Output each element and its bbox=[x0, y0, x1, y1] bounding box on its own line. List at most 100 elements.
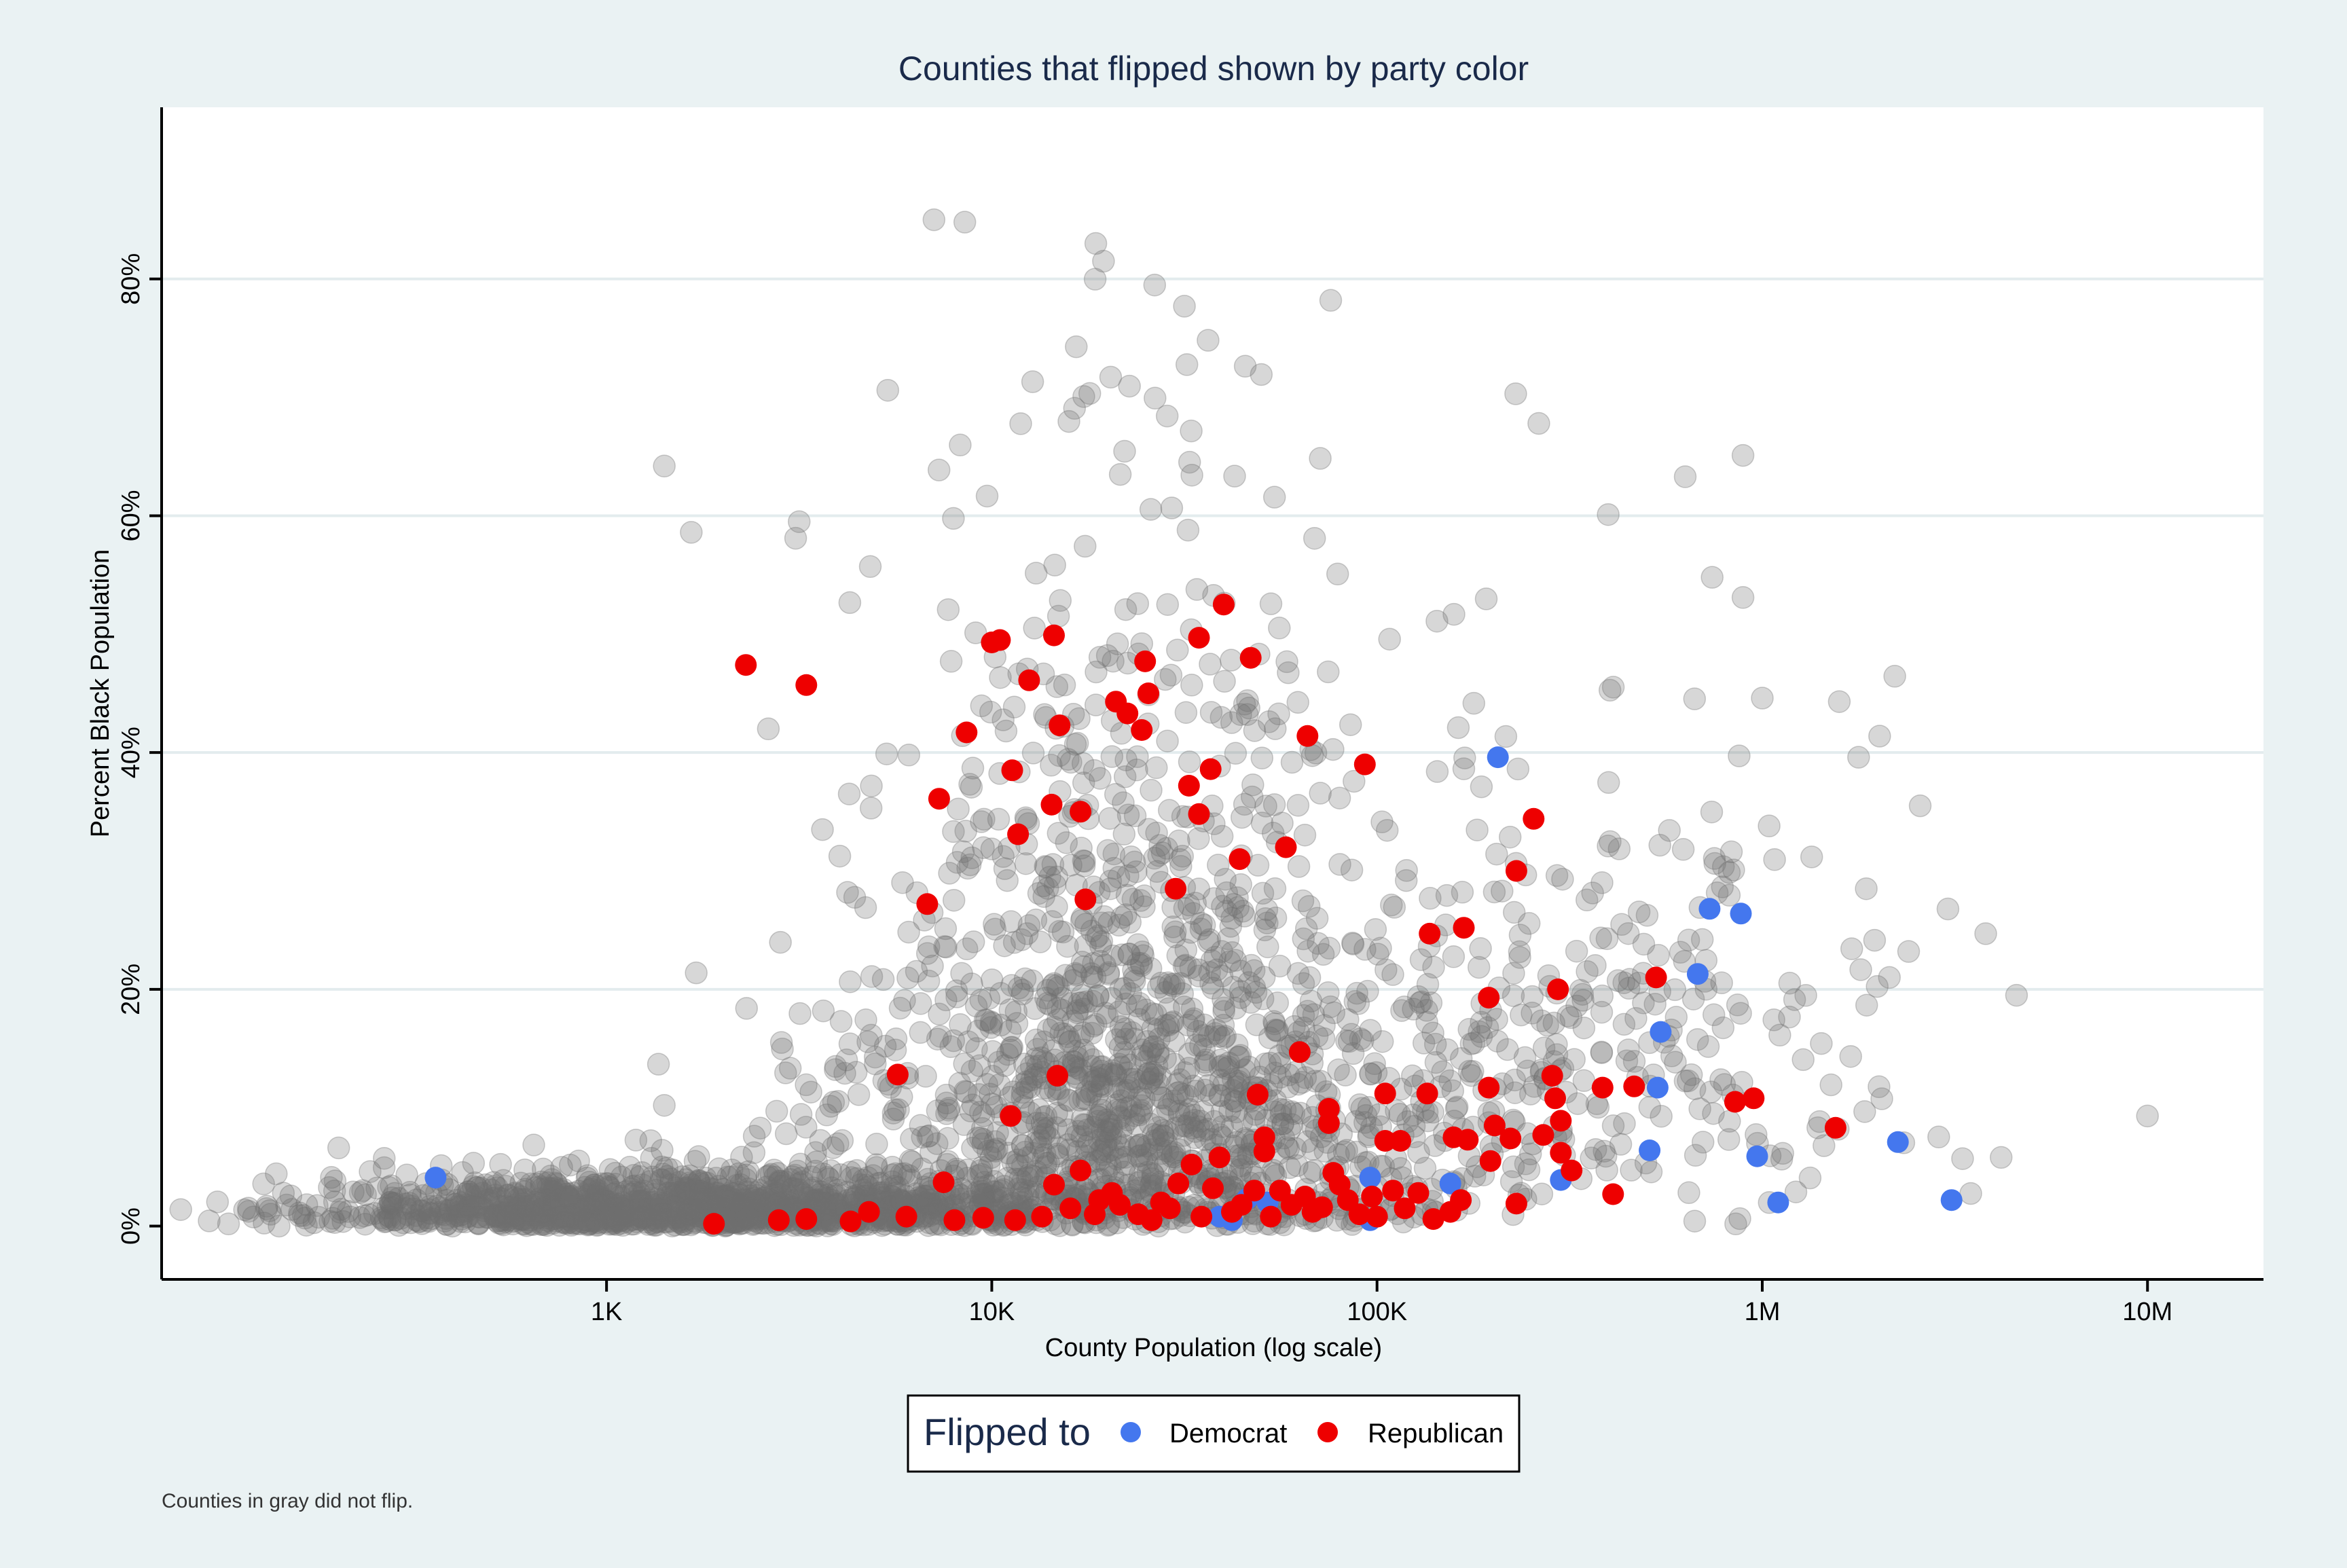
county-point-no-flip bbox=[590, 1172, 613, 1196]
county-point-no-flip bbox=[694, 1166, 717, 1190]
county-point-no-flip bbox=[1339, 713, 1362, 736]
county-point-republican bbox=[1389, 1130, 1412, 1152]
county-point-republican bbox=[1018, 669, 1040, 691]
county-point-no-flip bbox=[540, 1207, 564, 1231]
county-point-no-flip bbox=[688, 1179, 712, 1203]
county-point-no-flip bbox=[1180, 463, 1203, 487]
county-point-no-flip bbox=[738, 1202, 762, 1225]
county-point-no-flip bbox=[949, 1184, 973, 1207]
county-point-no-flip bbox=[1474, 587, 1498, 610]
county-point-no-flip bbox=[169, 1198, 192, 1221]
county-point-republican bbox=[1505, 1192, 1527, 1215]
county-point-republican bbox=[1004, 1209, 1026, 1231]
county-point-no-flip bbox=[536, 1209, 560, 1233]
county-point-no-flip bbox=[708, 1157, 731, 1180]
county-point-no-flip bbox=[982, 1180, 1006, 1203]
county-point-no-flip bbox=[469, 1176, 492, 1199]
county-point-no-flip bbox=[598, 1203, 622, 1226]
county-point-no-flip bbox=[727, 1200, 751, 1223]
county-point-no-flip bbox=[584, 1209, 607, 1233]
county-point-no-flip bbox=[511, 1188, 534, 1211]
county-point-no-flip bbox=[492, 1205, 515, 1228]
county-point-no-flip bbox=[1341, 1042, 1365, 1065]
county-point-no-flip bbox=[545, 1184, 568, 1207]
county-point-no-flip bbox=[738, 1190, 761, 1214]
county-point-no-flip bbox=[454, 1193, 478, 1217]
county-point-no-flip bbox=[378, 1205, 401, 1228]
county-point-no-flip bbox=[425, 1195, 448, 1218]
county-point-no-flip bbox=[1506, 757, 1530, 781]
county-point-no-flip bbox=[676, 1182, 699, 1205]
county-point-no-flip bbox=[873, 1212, 896, 1236]
county-point-no-flip bbox=[740, 1192, 763, 1216]
county-point-no-flip bbox=[744, 1190, 768, 1214]
county-point-no-flip bbox=[744, 1202, 767, 1225]
county-point-no-flip bbox=[543, 1193, 566, 1217]
county-point-no-flip bbox=[677, 1202, 700, 1226]
county-point-no-flip bbox=[556, 1185, 579, 1209]
county-point-no-flip bbox=[483, 1203, 507, 1226]
county-point-no-flip bbox=[577, 1212, 600, 1236]
county-point-no-flip bbox=[800, 1165, 824, 1188]
county-point-no-flip bbox=[1298, 966, 1322, 989]
county-point-no-flip bbox=[571, 1210, 594, 1234]
county-point-no-flip bbox=[253, 1211, 276, 1235]
county-point-no-flip bbox=[465, 1175, 488, 1199]
county-point-no-flip bbox=[734, 1195, 757, 1218]
county-point-no-flip bbox=[1711, 855, 1735, 879]
county-point-no-flip bbox=[643, 1193, 667, 1216]
county-point-no-flip bbox=[1827, 690, 1851, 713]
county-point-no-flip bbox=[1482, 880, 1506, 904]
county-point-no-flip bbox=[1345, 1140, 1368, 1164]
county-point-no-flip bbox=[758, 1188, 782, 1211]
county-point-no-flip bbox=[567, 1180, 591, 1203]
county-point-no-flip bbox=[881, 1155, 904, 1179]
county-point-no-flip bbox=[295, 1214, 318, 1237]
county-point-no-flip bbox=[746, 1188, 769, 1211]
county-point-no-flip bbox=[1102, 1138, 1125, 1161]
county-point-no-flip bbox=[583, 1188, 606, 1211]
county-point-no-flip bbox=[598, 1175, 621, 1199]
county-point-no-flip bbox=[666, 1180, 689, 1204]
county-point-no-flip bbox=[1467, 955, 1491, 979]
county-point-no-flip bbox=[1718, 1110, 1741, 1133]
county-point-no-flip bbox=[1597, 771, 1620, 795]
county-point-no-flip bbox=[543, 1207, 567, 1230]
county-point-no-flip bbox=[979, 1016, 1002, 1039]
county-point-no-flip bbox=[669, 1208, 692, 1232]
county-point-no-flip bbox=[206, 1190, 230, 1214]
county-point-no-flip bbox=[975, 1073, 998, 1096]
county-point-no-flip bbox=[678, 1197, 702, 1220]
county-point-no-flip bbox=[483, 1186, 506, 1209]
county-point-no-flip bbox=[522, 1213, 545, 1236]
county-point-no-flip bbox=[1598, 678, 1622, 702]
county-point-no-flip bbox=[543, 1178, 567, 1201]
county-point-no-flip bbox=[587, 1179, 610, 1202]
county-point-no-flip bbox=[198, 1209, 221, 1233]
county-point-no-flip bbox=[517, 1195, 541, 1218]
county-point-no-flip bbox=[585, 1214, 608, 1237]
county-point-no-flip bbox=[555, 1212, 579, 1235]
county-point-no-flip bbox=[610, 1208, 634, 1232]
county-point-no-flip bbox=[689, 1180, 712, 1203]
county-point-no-flip bbox=[734, 1207, 758, 1231]
county-point-no-flip bbox=[649, 1205, 672, 1228]
county-point-no-flip bbox=[654, 1190, 678, 1214]
county-point-no-flip bbox=[662, 1195, 685, 1218]
county-point-republican bbox=[916, 893, 939, 915]
county-point-no-flip bbox=[585, 1184, 608, 1207]
county-point-no-flip bbox=[639, 1191, 662, 1214]
county-point-no-flip bbox=[913, 1184, 937, 1208]
county-point-no-flip bbox=[860, 774, 883, 798]
county-point-no-flip bbox=[1307, 932, 1330, 955]
county-point-no-flip bbox=[722, 1182, 745, 1205]
county-point-no-flip bbox=[657, 1181, 680, 1205]
county-point-no-flip bbox=[573, 1208, 596, 1231]
county-point-no-flip bbox=[634, 1210, 657, 1234]
county-point-republican bbox=[1188, 627, 1210, 649]
county-point-no-flip bbox=[925, 1192, 949, 1216]
county-point-no-flip bbox=[757, 717, 780, 741]
county-point-no-flip bbox=[520, 1213, 543, 1236]
county-point-no-flip bbox=[752, 1197, 776, 1220]
county-point-no-flip bbox=[506, 1187, 530, 1211]
